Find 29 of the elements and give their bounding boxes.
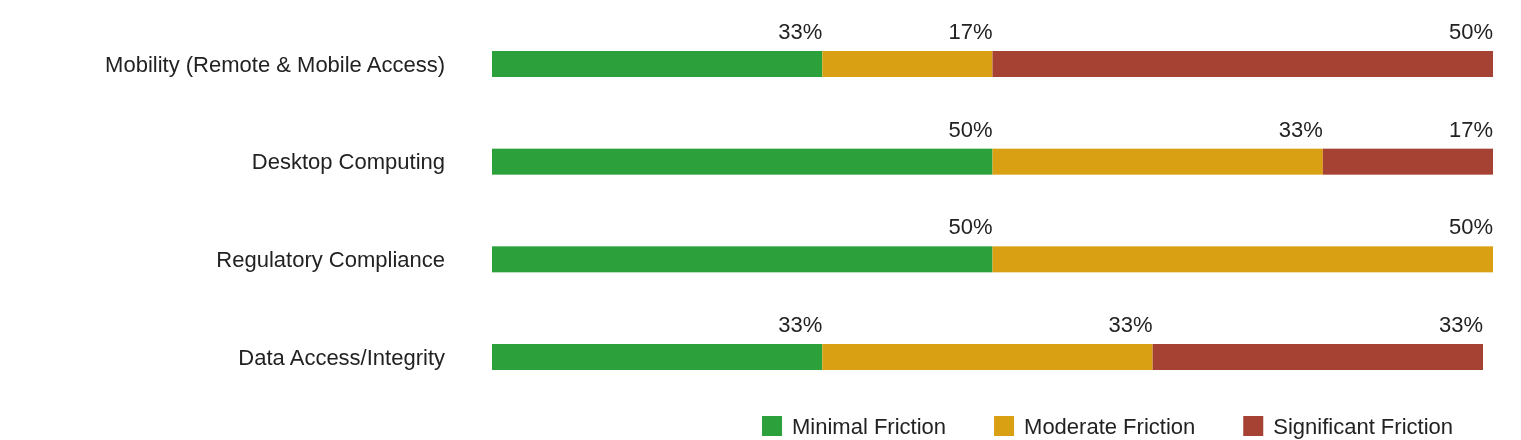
data-label: 50% [948,214,993,240]
bar [1322,148,1493,175]
legend-label: Significant Friction [1273,413,1453,439]
data-label: 50% [1448,214,1493,240]
data-label: 33% [1108,312,1153,337]
bar [822,51,993,77]
bar [822,344,1153,370]
legend-label: Moderate Friction [1024,413,1196,439]
bar [992,51,1493,77]
y-tick-label: Data Access/Integrity [238,344,445,370]
y-tick-label: Regulatory Compliance [216,247,445,273]
data-label: 33% [778,19,823,44]
data-label: 17% [948,19,993,44]
data-label: 33% [1278,116,1323,142]
data-label: 50% [948,116,993,142]
bar [492,344,823,370]
bar [992,246,1493,273]
bar [1152,344,1483,370]
data-label: 17% [1448,116,1493,142]
bar [492,246,993,273]
y-tick-label: Mobility (Remote & Mobile Access) [105,51,445,77]
data-label: 33% [778,312,823,337]
data-label: 33% [1438,312,1483,337]
bar [492,51,823,77]
y-tick-label: Desktop Computing [251,149,445,175]
legend-label: Minimal Friction [792,413,947,439]
bar [492,148,993,175]
data-label: 50% [1448,19,1493,44]
bar [992,148,1323,175]
